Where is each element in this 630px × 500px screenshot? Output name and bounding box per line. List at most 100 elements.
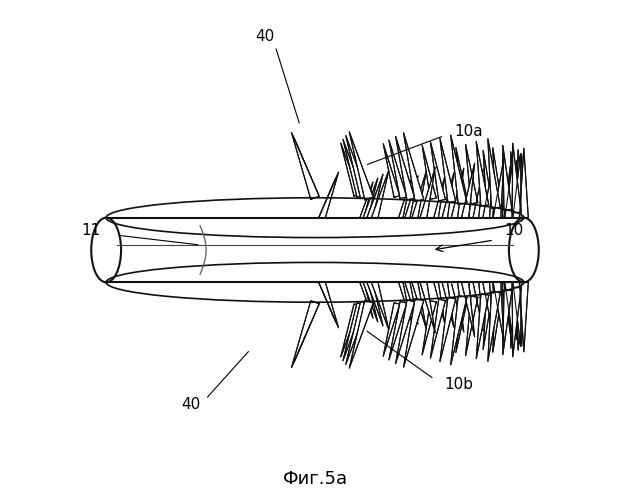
- Polygon shape: [295, 140, 318, 197]
- Polygon shape: [311, 172, 338, 239]
- Polygon shape: [360, 263, 383, 326]
- Polygon shape: [516, 281, 524, 345]
- Polygon shape: [422, 301, 437, 355]
- Polygon shape: [516, 154, 524, 219]
- Polygon shape: [354, 182, 373, 235]
- Polygon shape: [512, 288, 518, 342]
- Polygon shape: [311, 176, 337, 238]
- Polygon shape: [312, 263, 335, 320]
- Polygon shape: [512, 154, 521, 223]
- Polygon shape: [394, 180, 411, 234]
- Polygon shape: [491, 272, 504, 342]
- Polygon shape: [483, 150, 493, 205]
- Polygon shape: [293, 302, 319, 364]
- Polygon shape: [481, 164, 493, 228]
- Polygon shape: [346, 136, 368, 198]
- Polygon shape: [383, 144, 400, 198]
- Polygon shape: [510, 288, 517, 348]
- Polygon shape: [396, 300, 415, 364]
- Polygon shape: [504, 160, 513, 224]
- Polygon shape: [504, 276, 513, 340]
- Ellipse shape: [509, 218, 539, 282]
- Polygon shape: [297, 144, 318, 196]
- Polygon shape: [354, 265, 373, 318]
- Polygon shape: [357, 264, 378, 322]
- Polygon shape: [510, 152, 517, 212]
- Polygon shape: [312, 183, 333, 236]
- Polygon shape: [456, 298, 467, 352]
- Polygon shape: [430, 142, 445, 201]
- Polygon shape: [458, 268, 474, 337]
- Polygon shape: [407, 265, 427, 328]
- Polygon shape: [510, 280, 517, 340]
- Polygon shape: [515, 284, 522, 344]
- Polygon shape: [311, 261, 338, 328]
- Polygon shape: [312, 180, 335, 237]
- Text: 10: 10: [504, 223, 523, 238]
- Polygon shape: [440, 298, 455, 362]
- Polygon shape: [396, 136, 415, 200]
- Polygon shape: [293, 136, 319, 198]
- Polygon shape: [471, 272, 483, 331]
- Polygon shape: [312, 264, 333, 317]
- Polygon shape: [450, 296, 467, 365]
- Polygon shape: [486, 275, 496, 330]
- Polygon shape: [519, 148, 529, 218]
- Polygon shape: [512, 277, 521, 346]
- Polygon shape: [404, 298, 424, 368]
- Polygon shape: [450, 135, 467, 204]
- Polygon shape: [360, 174, 383, 237]
- Polygon shape: [495, 165, 505, 224]
- Polygon shape: [341, 143, 360, 196]
- Polygon shape: [404, 132, 424, 202]
- Polygon shape: [295, 303, 318, 360]
- Polygon shape: [430, 299, 445, 358]
- Polygon shape: [503, 290, 512, 355]
- Polygon shape: [448, 168, 464, 232]
- Ellipse shape: [91, 218, 121, 282]
- Polygon shape: [346, 302, 368, 364]
- Polygon shape: [415, 167, 435, 236]
- Polygon shape: [519, 282, 529, 352]
- Polygon shape: [488, 292, 500, 362]
- Polygon shape: [462, 272, 473, 326]
- Polygon shape: [516, 286, 524, 350]
- Polygon shape: [389, 302, 407, 360]
- Polygon shape: [415, 264, 435, 333]
- Polygon shape: [493, 148, 502, 208]
- Polygon shape: [503, 145, 512, 210]
- Polygon shape: [512, 287, 521, 357]
- Text: 11: 11: [82, 223, 101, 238]
- Polygon shape: [438, 268, 454, 328]
- Polygon shape: [481, 272, 493, 336]
- Polygon shape: [440, 138, 455, 202]
- Polygon shape: [486, 170, 496, 225]
- Polygon shape: [476, 142, 489, 206]
- Polygon shape: [503, 279, 510, 334]
- Polygon shape: [357, 178, 378, 236]
- Polygon shape: [515, 156, 522, 216]
- Polygon shape: [466, 144, 478, 204]
- Polygon shape: [510, 160, 517, 220]
- Polygon shape: [400, 266, 418, 324]
- Polygon shape: [512, 143, 521, 213]
- Polygon shape: [488, 138, 500, 208]
- Polygon shape: [503, 291, 510, 346]
- Polygon shape: [512, 283, 518, 338]
- Text: 40: 40: [181, 397, 200, 412]
- Polygon shape: [430, 268, 445, 322]
- Polygon shape: [341, 304, 360, 357]
- Polygon shape: [503, 166, 510, 221]
- Polygon shape: [297, 304, 318, 356]
- Polygon shape: [394, 266, 411, 320]
- Polygon shape: [456, 148, 467, 202]
- Polygon shape: [516, 150, 524, 214]
- Polygon shape: [491, 158, 504, 228]
- Polygon shape: [495, 276, 505, 335]
- Polygon shape: [407, 172, 427, 235]
- Polygon shape: [438, 172, 454, 232]
- Polygon shape: [365, 170, 389, 238]
- Polygon shape: [343, 302, 364, 361]
- Polygon shape: [311, 262, 337, 324]
- Text: Фиг.5а: Фиг.5а: [282, 470, 348, 488]
